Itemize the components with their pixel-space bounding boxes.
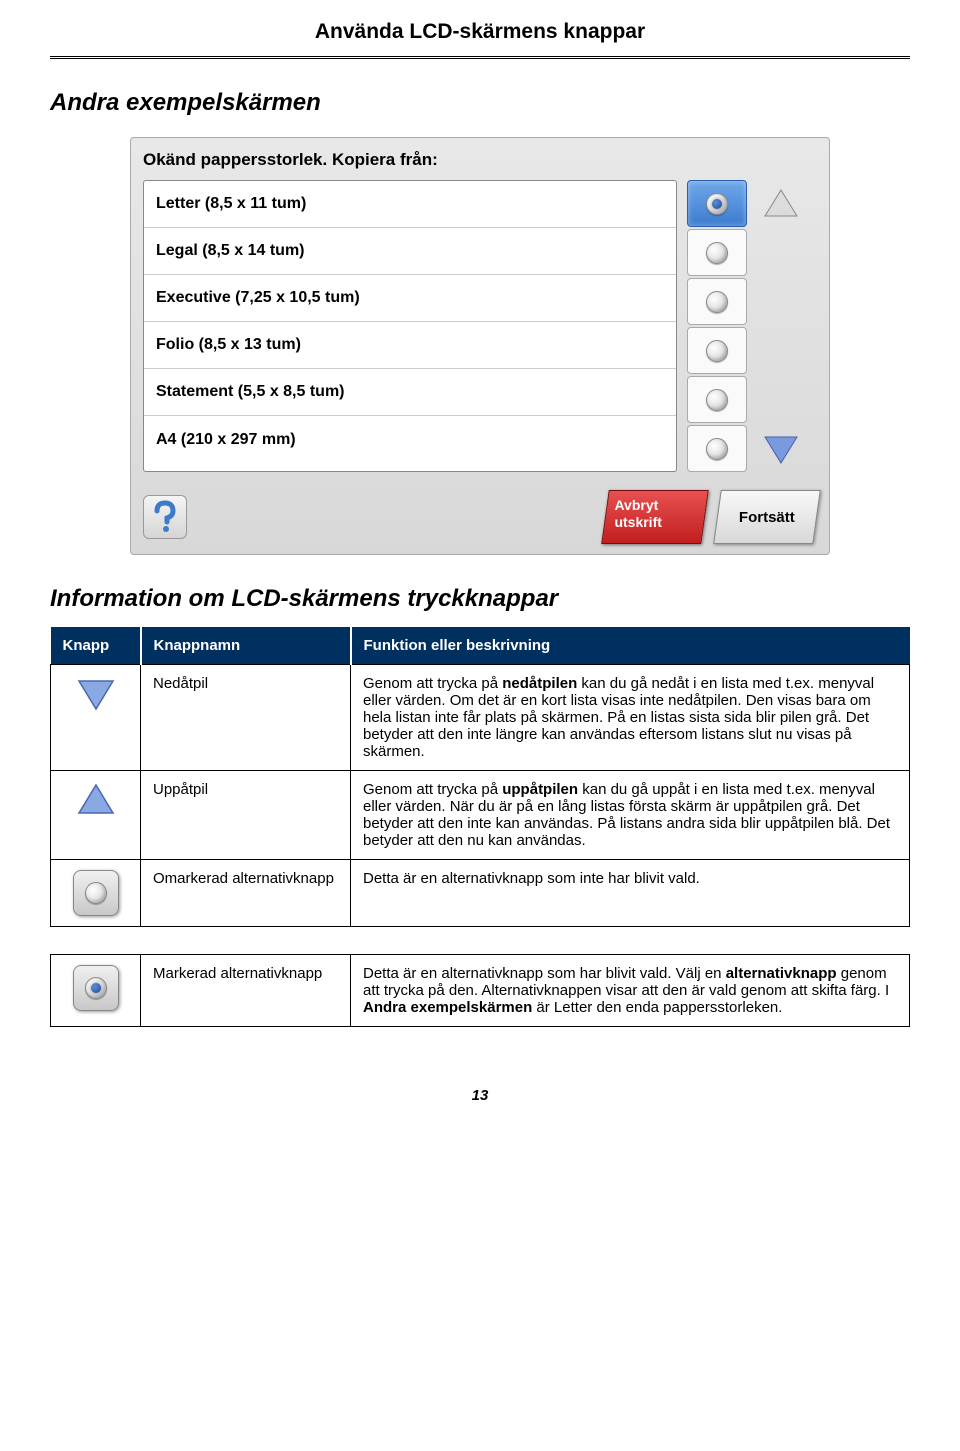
lcd-option-list: Letter (8,5 x 11 tum) Legal (8,5 x 14 tu…: [143, 180, 677, 472]
lcd-option[interactable]: A4 (210 x 297 mm): [144, 416, 676, 463]
knapp-name: Uppåtpil: [141, 771, 351, 860]
question-icon: [150, 500, 180, 534]
help-button[interactable]: [143, 495, 187, 539]
continue-button[interactable]: Fortsätt: [713, 490, 821, 544]
lcd-option[interactable]: Folio (8,5 x 13 tum): [144, 322, 676, 369]
page-header: Använda LCD-skärmens knappar: [50, 20, 910, 59]
up-arrow-icon[interactable]: [753, 180, 809, 227]
knapp-description: Detta är en alternativknapp som har bliv…: [351, 955, 910, 1027]
lcd-panel: Okänd pappersstorlek. Kopiera från: Lett…: [130, 137, 830, 555]
knapp-icon-cell: [51, 860, 141, 927]
knapp-name: Markerad alternativknapp: [141, 955, 351, 1027]
lcd-radio[interactable]: [687, 229, 747, 276]
lcd-option[interactable]: Letter (8,5 x 11 tum): [144, 181, 676, 228]
knapp-icon-cell: [51, 955, 141, 1027]
knapp-description: Detta är en alternativknapp som inte har…: [351, 860, 910, 927]
table-header: Knapp: [51, 627, 141, 665]
knapp-icon-cell: [51, 771, 141, 860]
table-header: Knappnamn: [141, 627, 351, 665]
knapp-icon-cell: [51, 665, 141, 771]
lcd-option[interactable]: Statement (5,5 x 8,5 tum): [144, 369, 676, 416]
lcd-option[interactable]: Legal (8,5 x 14 tum): [144, 228, 676, 275]
lcd-option[interactable]: Executive (7,25 x 10,5 tum): [144, 275, 676, 322]
cancel-print-button[interactable]: Avbryt utskrift: [601, 490, 709, 544]
down-arrow-icon[interactable]: [753, 425, 809, 472]
lcd-radio[interactable]: [687, 327, 747, 374]
lcd-radio[interactable]: [687, 376, 747, 423]
knapp-name: Omarkerad alternativknapp: [141, 860, 351, 927]
button-info-table: Knapp Knappnamn Funktion eller beskrivni…: [50, 627, 910, 1027]
table-row: UppåtpilGenom att trycka på uppåtpilen k…: [51, 771, 910, 860]
table-row: NedåtpilGenom att trycka på nedåtpilen k…: [51, 665, 910, 771]
page-number: 13: [50, 1087, 910, 1104]
table-header: Funktion eller beskrivning: [351, 627, 910, 665]
lcd-title: Okänd pappersstorlek. Kopiera från:: [143, 150, 817, 170]
knapp-description: Genom att trycka på nedåtpilen kan du gå…: [351, 665, 910, 771]
lcd-radio[interactable]: [687, 425, 747, 472]
knapp-description: Genom att trycka på uppåtpilen kan du gå…: [351, 771, 910, 860]
knapp-name: Nedåtpil: [141, 665, 351, 771]
section-heading-1: Andra exempelskärmen: [50, 89, 910, 117]
table-row: Omarkerad alternativknappDetta är en alt…: [51, 860, 910, 927]
lcd-radio[interactable]: [687, 278, 747, 325]
lcd-radio-selected[interactable]: [687, 180, 747, 227]
section-heading-2: Information om LCD-skärmens tryckknappar: [50, 585, 910, 613]
table-row: Markerad alternativknappDetta är en alte…: [51, 955, 910, 1027]
